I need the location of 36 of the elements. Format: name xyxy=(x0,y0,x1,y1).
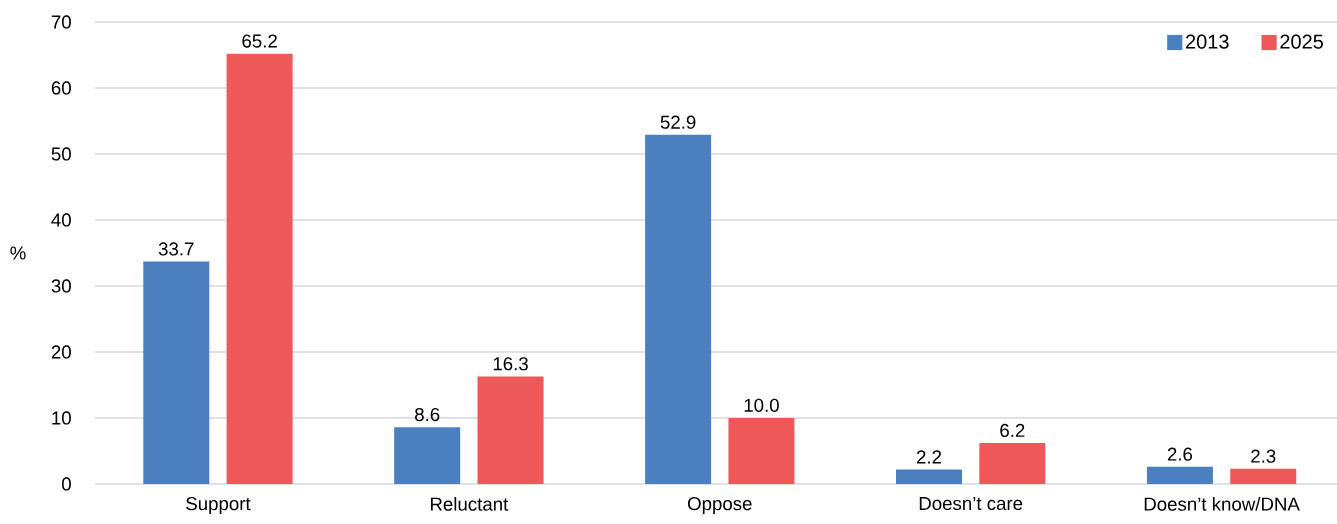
y-tick-label: 10 xyxy=(52,411,71,425)
bar xyxy=(1146,466,1213,484)
x-tick-label: Reluctant xyxy=(430,497,509,511)
bar xyxy=(896,469,963,484)
data-label: 52.9 xyxy=(660,115,696,129)
bar xyxy=(394,427,461,484)
y-tick-label: 20 xyxy=(51,345,71,359)
legend-label: 2025 xyxy=(1280,34,1324,49)
y-axis-title: % xyxy=(10,246,26,260)
data-label: 6.2 xyxy=(1000,423,1025,438)
bar xyxy=(477,376,544,484)
data-label: 10.0 xyxy=(744,398,779,412)
bar xyxy=(728,417,795,484)
data-label: 65.2 xyxy=(242,34,277,48)
y-tick-label: 70 xyxy=(51,15,71,29)
bar xyxy=(143,261,210,484)
x-tick-label: Doesn’t know/DNA xyxy=(1144,497,1300,511)
bar xyxy=(645,134,712,484)
data-label: 2.3 xyxy=(1251,449,1276,463)
x-tick-label: Doesn’t care xyxy=(919,497,1023,511)
y-tick-label: 0 xyxy=(61,477,71,491)
legend-label: 2013 xyxy=(1186,34,1229,49)
bar xyxy=(979,443,1046,484)
bar xyxy=(226,53,293,484)
data-label: 33.7 xyxy=(158,242,194,256)
data-label: 2.6 xyxy=(1167,447,1193,461)
bar xyxy=(1230,468,1297,484)
x-tick-label: Support xyxy=(186,497,251,514)
x-tick-label: Oppose xyxy=(687,497,752,514)
y-tick-label: 60 xyxy=(51,81,71,95)
data-label: 2.2 xyxy=(916,450,942,464)
y-tick-label: 30 xyxy=(51,279,71,293)
y-tick-label: 50 xyxy=(51,147,71,161)
data-label: 8.6 xyxy=(415,407,440,422)
y-tick-label: 40 xyxy=(51,213,71,227)
data-label: 16.3 xyxy=(493,357,528,371)
